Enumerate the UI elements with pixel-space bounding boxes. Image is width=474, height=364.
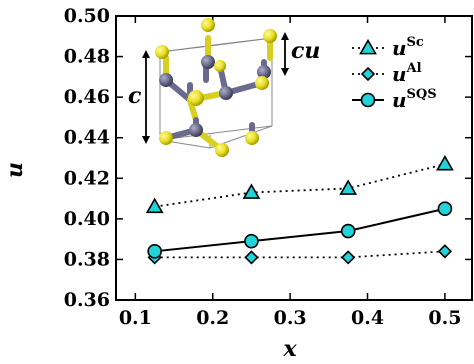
series-layer: [145, 154, 454, 265]
tick-labels: 0.1 0.2 0.3 0.4 0.5 0.36 0.38 0.40 0.42 0.44 0.46 0…: [64, 5, 462, 329]
data-point-sqs: [340, 223, 356, 239]
y-tick-label: 0.40: [64, 208, 110, 230]
data-point-sc: [339, 179, 358, 195]
data-point-sqs: [244, 233, 259, 249]
data-point-sqs: [147, 244, 162, 259]
legend-label-al: uAl: [392, 61, 422, 86]
legend-label-sc: uSc: [392, 35, 424, 60]
y-tick-label: 0.36: [64, 289, 110, 311]
data-point-al: [244, 250, 259, 265]
series-line-sc: [154, 163, 446, 208]
crystal-structure-inset: c cu: [128, 18, 320, 157]
x-tick-label: 0.4: [351, 307, 384, 329]
x-tick-label: 0.5: [428, 307, 461, 329]
c-label: c: [128, 83, 142, 109]
y-tick-label: 0.42: [64, 167, 110, 189]
plot-frame: [115, 15, 473, 301]
data-point-al: [341, 250, 356, 265]
series-sqs: [147, 201, 453, 259]
legend-label-sqs: uSQS: [392, 87, 437, 112]
y-tick-label: 0.46: [64, 86, 110, 108]
y-tick-label: 0.38: [64, 248, 110, 270]
legend-marker-al: [360, 66, 376, 82]
y-tick-label: 0.50: [64, 5, 110, 27]
x-axis-label: x: [282, 336, 297, 360]
y-axis-label: u: [2, 162, 28, 178]
series-line-sqs: [154, 207, 446, 253]
series-sc: [145, 154, 454, 214]
legend-marker-sc: [359, 38, 377, 55]
data-point-sqs: [437, 201, 453, 217]
atoms: [155, 18, 277, 157]
data-point-sc: [242, 183, 261, 199]
x-tick-label: 0.3: [274, 307, 307, 329]
x-tick-label: 0.2: [196, 307, 229, 329]
legend-marker-sqs: [360, 92, 376, 108]
cu-label: cu: [291, 38, 320, 64]
y-tick-label: 0.48: [64, 46, 110, 68]
data-point-al: [437, 244, 453, 259]
y-tick-label: 0.44: [64, 127, 110, 149]
data-point-sc: [145, 197, 164, 214]
data-point-sc: [436, 154, 454, 171]
series-line-al: [154, 250, 445, 259]
x-tick-label: 0.1: [119, 307, 152, 329]
